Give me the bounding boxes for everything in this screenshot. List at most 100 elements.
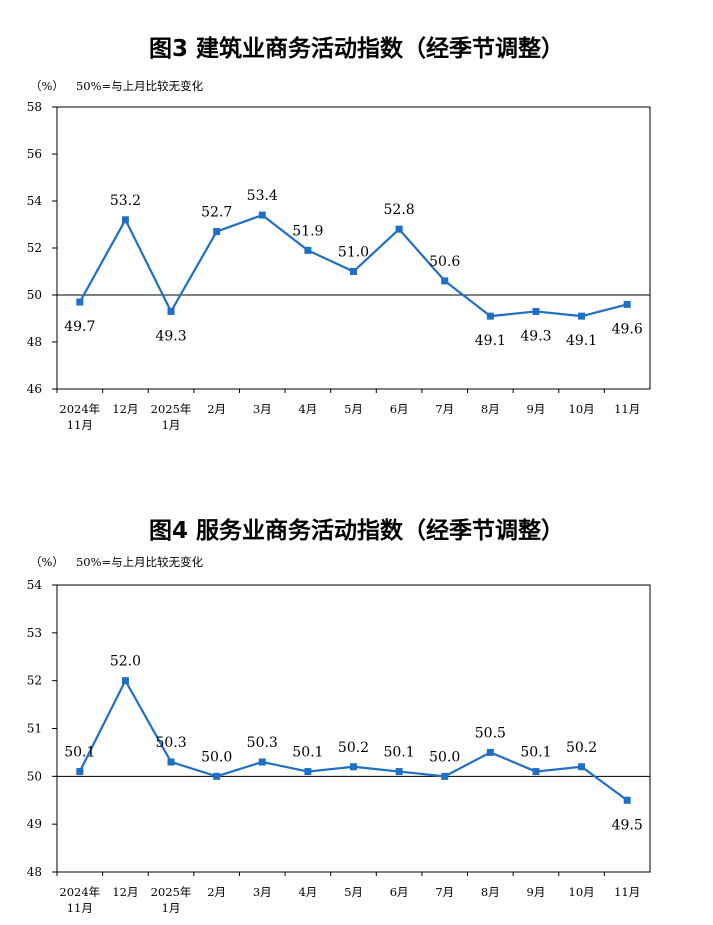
y-tick-label: 50: [27, 769, 42, 783]
data-label: 50.0: [429, 749, 460, 765]
data-label: 50.1: [64, 745, 95, 761]
x-tick-label: 11月: [614, 402, 640, 416]
data-label: 50.6: [429, 254, 460, 270]
data-label: 51.0: [338, 245, 369, 261]
x-tick-label: 2025年: [151, 402, 192, 416]
y-tick-label: 49: [27, 817, 42, 831]
x-tick-label: 2月: [207, 402, 226, 416]
data-point-marker: [304, 768, 312, 776]
y-tick-label: 53: [27, 626, 42, 640]
y-tick-label: 50: [27, 288, 42, 302]
data-label: 49.5: [612, 817, 643, 833]
x-tick-label: 7月: [435, 885, 454, 899]
plot-frame: [56, 584, 651, 873]
data-point-marker: [532, 307, 540, 315]
data-label: 49.1: [566, 333, 597, 349]
data-point-marker: [76, 298, 84, 306]
y-tick-label: 46: [27, 382, 42, 396]
data-label: 50.1: [384, 745, 415, 761]
y-tick-label: 54: [27, 578, 43, 592]
x-tick-label: 3月: [253, 402, 272, 416]
data-point-marker: [121, 677, 129, 685]
x-tick-label: 5月: [344, 402, 363, 416]
x-tick-label: 8月: [481, 402, 500, 416]
data-point-marker: [486, 748, 494, 756]
y-tick-label: 54: [27, 194, 43, 208]
data-point-marker: [623, 300, 631, 308]
x-tick-label: 9月: [527, 885, 546, 899]
data-point-marker: [167, 758, 175, 766]
data-point-marker: [395, 768, 403, 776]
x-tick-label: 7月: [435, 402, 454, 416]
data-label: 52.0: [110, 654, 141, 670]
data-point-marker: [441, 277, 449, 285]
data-point-marker: [213, 228, 221, 236]
data-point-marker: [258, 758, 266, 766]
chart-title: 图4 服务业商务活动指数（经季节调整）: [148, 518, 564, 544]
y-tick-label: 56: [27, 147, 42, 161]
x-tick-label: 4月: [298, 402, 317, 416]
chart-construction-index: 图3 建筑业商务活动指数（经季节调整） （%） 50%=与上月比较无变化 46 48…: [0, 0, 713, 462]
line-chart-construction: 46 48 50 52 54 56 58 2024年 11月 12月 2025年 1月 2月 3月 4月 5月…: [27, 100, 651, 432]
data-label: 53.4: [247, 188, 278, 204]
x-tick-label: 4月: [298, 885, 317, 899]
data-label: 50.3: [155, 735, 186, 751]
data-label: 52.8: [384, 202, 415, 218]
x-tick-label: 11月: [67, 901, 93, 915]
data-label: 50.1: [520, 745, 551, 761]
x-tick-label: 2024年: [59, 402, 100, 416]
chart-title: 图3 建筑业商务活动指数（经季节调整）: [148, 36, 564, 62]
x-tick-label: 2月: [207, 885, 226, 899]
data-label: 49.1: [475, 333, 506, 349]
x-tick-label: 2024年: [59, 885, 100, 899]
y-unit-label: （%）: [30, 79, 64, 93]
data-point-marker: [441, 772, 449, 780]
y-unit-label: （%）: [30, 555, 64, 569]
data-label: 49.6: [612, 321, 643, 337]
data-label: 50.3: [247, 735, 278, 751]
chart-services-index: 图4 服务业商务活动指数（经季节调整） （%） 50%=与上月比较无变化 48 49…: [0, 462, 713, 925]
reference-note: 50%=与上月比较无变化: [75, 79, 204, 93]
data-point-marker: [304, 246, 312, 254]
y-tick-label: 52: [27, 241, 42, 255]
x-tick-label: 12月: [112, 885, 138, 899]
x-tick-label: 1月: [162, 418, 181, 432]
data-point-marker: [121, 216, 129, 224]
data-label: 49.3: [155, 328, 186, 344]
data-point-marker: [395, 225, 403, 233]
data-point-marker: [578, 312, 586, 320]
x-tick-label: 9月: [527, 402, 546, 416]
data-label: 51.9: [292, 223, 323, 239]
x-tick-label: 12月: [112, 402, 138, 416]
y-tick-label: 48: [27, 335, 42, 349]
data-label: 50.2: [566, 740, 597, 756]
reference-note: 50%=与上月比较无变化: [75, 555, 204, 569]
data-point-marker: [486, 312, 494, 320]
x-tick-label: 10月: [569, 885, 595, 899]
data-label: 50.2: [338, 740, 369, 756]
x-tick-label: 6月: [390, 885, 409, 899]
x-tick-label: 6月: [390, 402, 409, 416]
data-label: 49.3: [520, 328, 551, 344]
y-tick-label: 51: [27, 722, 42, 736]
y-tick-label: 52: [27, 674, 42, 688]
x-tick-label: 3月: [253, 885, 272, 899]
data-label: 52.7: [201, 205, 232, 221]
data-point-marker: [258, 211, 266, 219]
x-tick-label: 2025年: [151, 885, 192, 899]
x-tick-label: 8月: [481, 885, 500, 899]
data-point-marker: [76, 768, 84, 776]
data-label: 53.2: [110, 193, 141, 209]
data-point-marker: [623, 796, 631, 804]
data-point-marker: [213, 772, 221, 780]
x-tick-label: 5月: [344, 885, 363, 899]
data-point-marker: [578, 763, 586, 771]
x-tick-label: 11月: [614, 885, 640, 899]
data-point-marker: [350, 763, 357, 771]
data-point-marker: [350, 268, 357, 275]
data-point-marker: [532, 768, 540, 776]
x-tick-label: 10月: [569, 402, 595, 416]
y-tick-label: 58: [27, 100, 42, 114]
unit-note: （%） 50%=与上月比较无变化: [30, 554, 203, 570]
